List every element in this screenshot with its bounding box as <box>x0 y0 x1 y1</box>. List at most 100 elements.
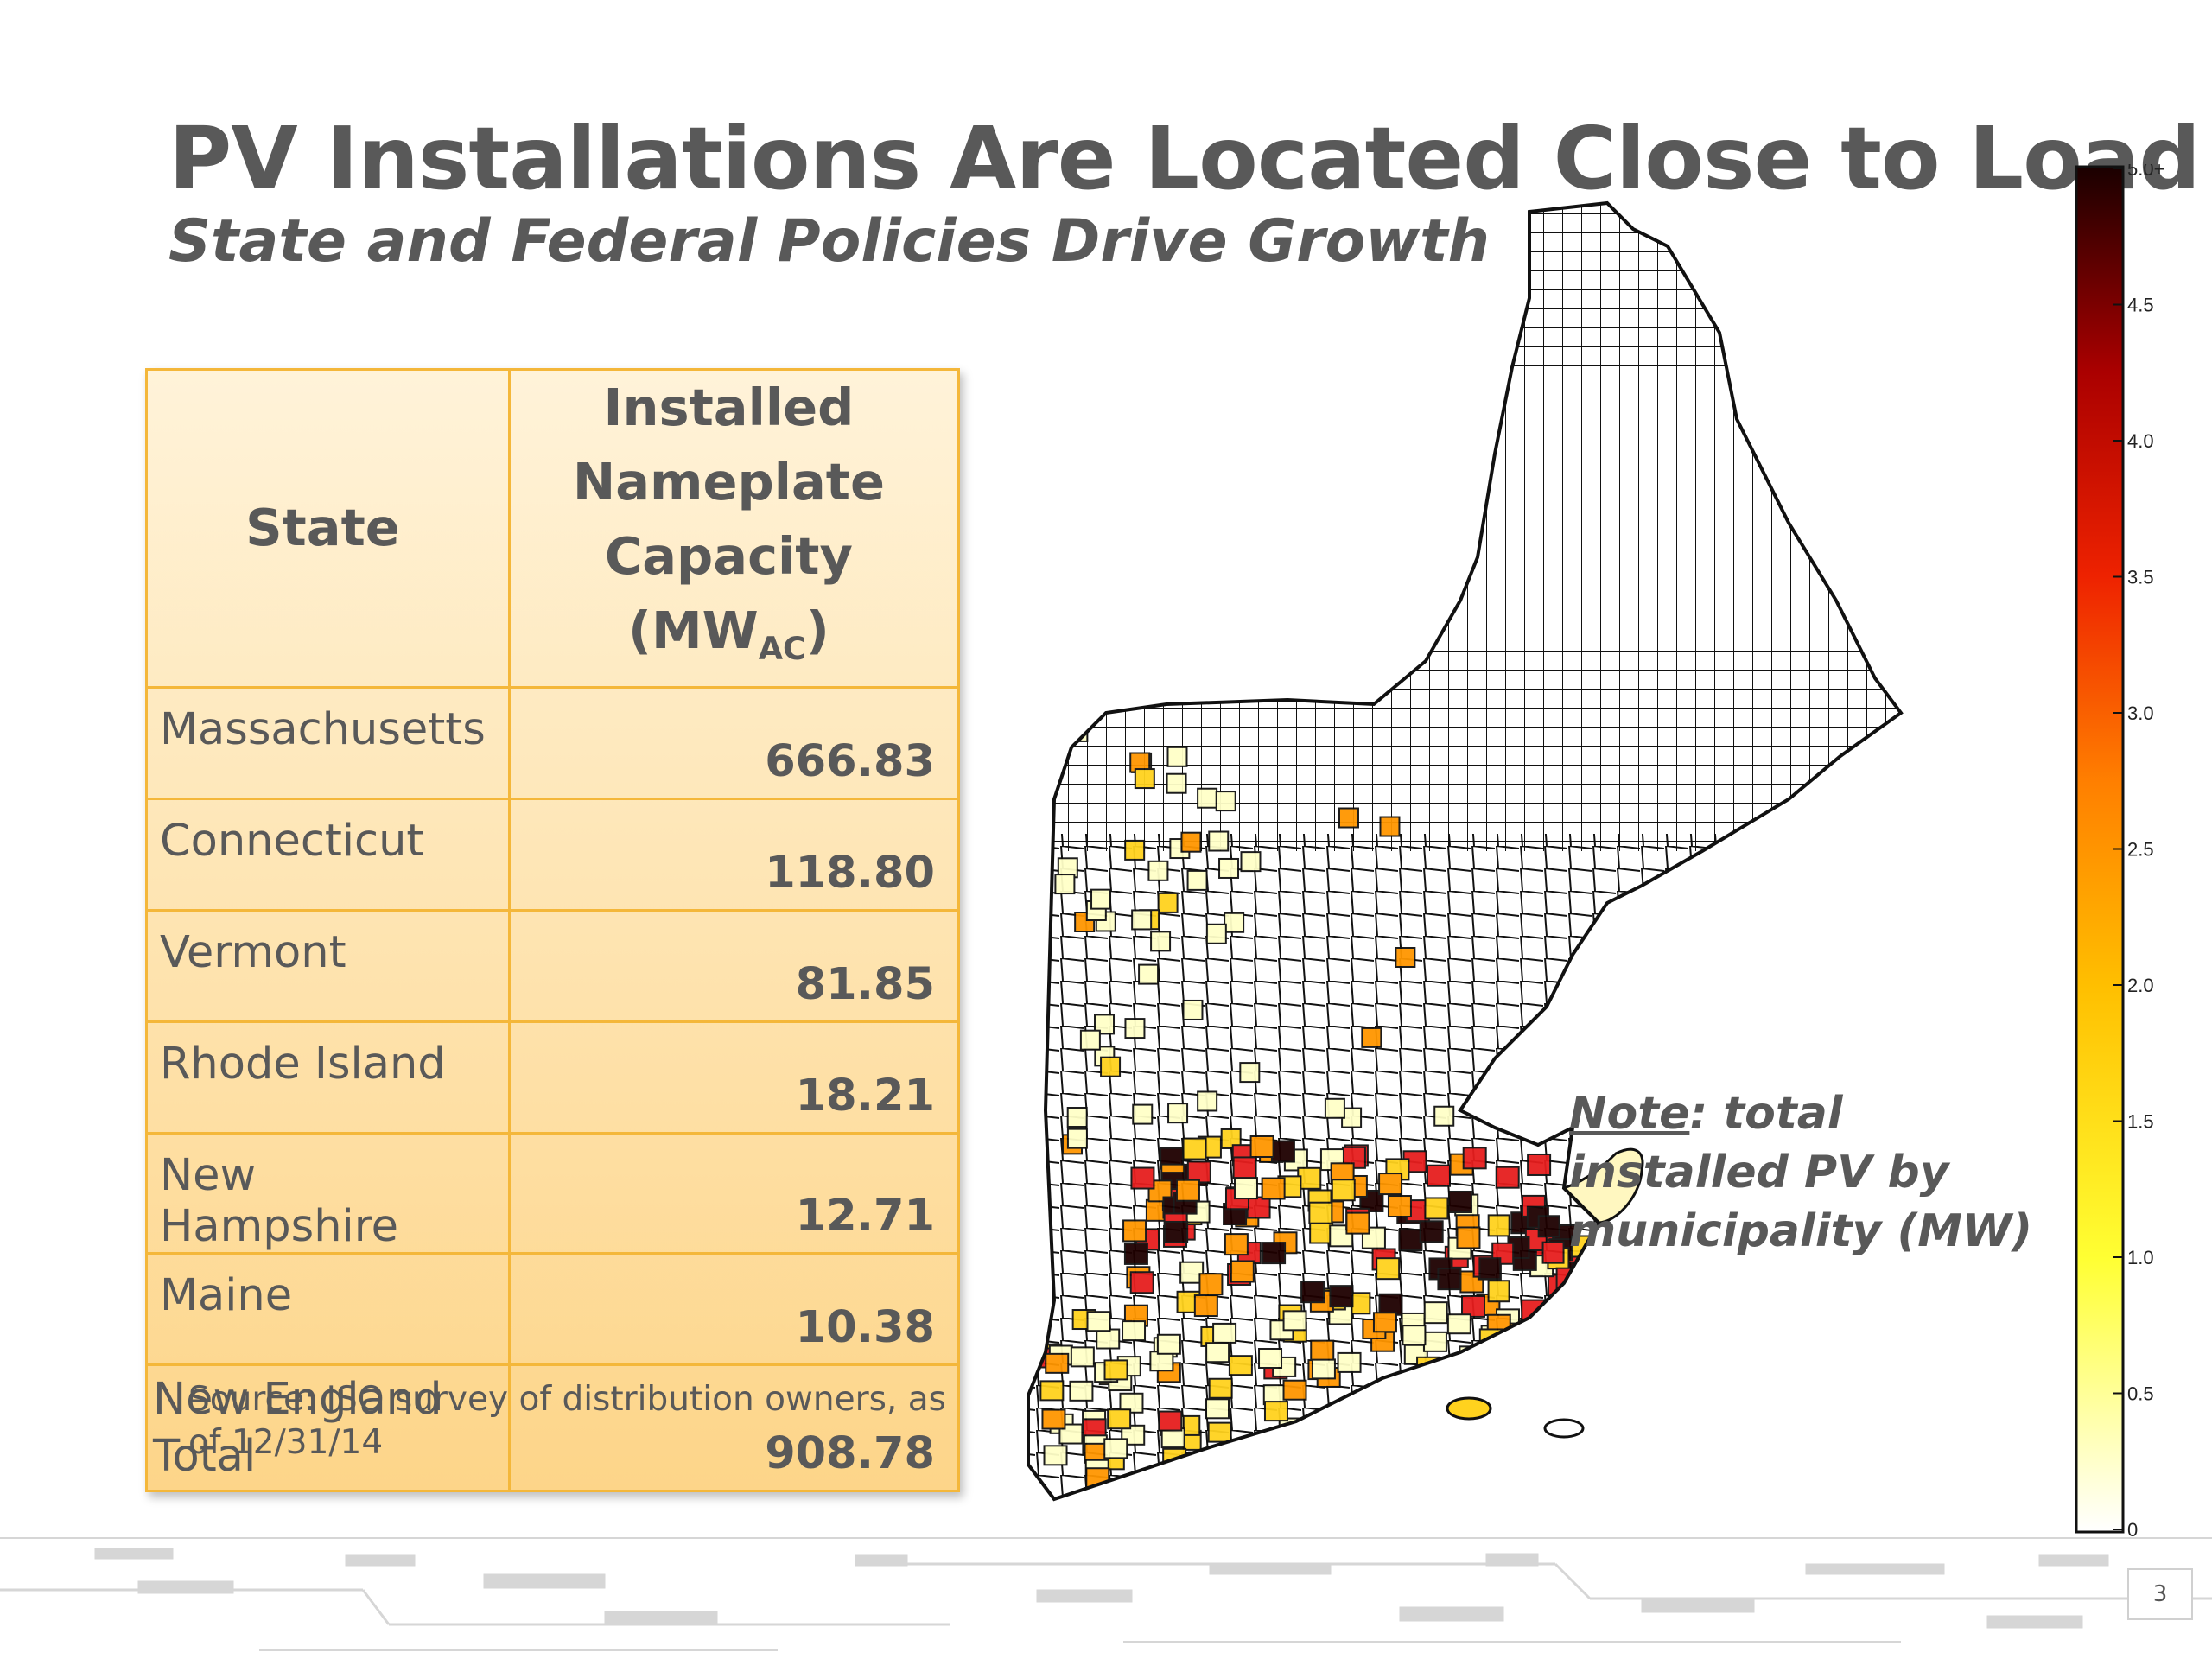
table-total-row: New England Total 908.78 <box>145 1363 961 1492</box>
municipality-cell <box>1347 1470 1372 1491</box>
color-scale-tick-label: 1.5 <box>2127 1111 2154 1133</box>
capacity-value: 81.85 <box>507 908 961 1023</box>
municipality-cell <box>1514 1390 1539 1412</box>
state-name: Maine <box>145 1251 511 1366</box>
municipality-cell <box>1090 888 1112 910</box>
municipality-cell <box>1224 912 1245 933</box>
table-row: Vermont 81.85 <box>145 908 961 1023</box>
municipality-cell <box>1130 1166 1155 1190</box>
municipality-cell <box>1186 869 1208 891</box>
municipality-cell <box>1261 1177 1286 1200</box>
municipality-cell <box>1233 1177 1258 1200</box>
municipality-cell <box>1103 1438 1128 1459</box>
municipality-cell <box>1361 1226 1386 1249</box>
municipality-cell <box>1193 1294 1218 1318</box>
color-scale-tick-label: 4.5 <box>2127 295 2154 316</box>
municipality-cell <box>1131 909 1153 931</box>
municipality-cell <box>1395 946 1416 968</box>
new-england-pv-map <box>1027 201 1903 1501</box>
municipality-cell <box>1266 1433 1291 1455</box>
municipality-cell <box>1054 874 1076 895</box>
table-row: New Hampshire 12.71 <box>145 1131 961 1255</box>
municipality-cell <box>1516 1327 1540 1351</box>
note-line: installed PV by <box>1569 1147 1949 1198</box>
municipality-cell <box>1442 1472 1467 1494</box>
municipality-color-fills <box>1037 721 1601 1499</box>
state-name: Vermont <box>145 908 511 1023</box>
municipality-cell <box>1230 1260 1255 1283</box>
municipality-cell <box>1069 1380 1094 1402</box>
table-row: Maine 10.38 <box>145 1251 961 1366</box>
municipality-cell <box>1338 807 1359 829</box>
municipality-cell <box>1556 1325 1580 1348</box>
municipality-cell <box>1456 1226 1481 1249</box>
capacity-value: 18.21 <box>507 1020 961 1135</box>
municipality-cell <box>1167 1103 1189 1124</box>
municipality-cell <box>1258 1468 1283 1490</box>
municipality-cell <box>1067 721 1089 742</box>
municipality-cell <box>1339 1452 1364 1473</box>
table-row: Connecticut 118.80 <box>145 797 961 912</box>
municipality-cell <box>1070 1346 1095 1368</box>
municipality-cell <box>1179 1261 1205 1284</box>
municipality-cell <box>1426 1440 1451 1462</box>
municipality-cell <box>1119 1392 1144 1414</box>
municipality-cell <box>1407 1393 1432 1414</box>
marthas-vineyard <box>1446 1396 1492 1421</box>
municipality-cell <box>1402 1408 1427 1430</box>
municipality-cell <box>1417 1431 1442 1452</box>
state-name: Rhode Island <box>145 1020 511 1135</box>
color-scale-tick-label: 2.5 <box>2127 839 2154 861</box>
total-value: 908.78 <box>507 1363 961 1492</box>
municipality-cell <box>1100 1056 1122 1077</box>
municipality-cell <box>1239 1062 1261 1084</box>
municipality-cell <box>1045 1352 1070 1374</box>
municipality-cell <box>1301 1461 1326 1483</box>
map-note: Note: total installed PV by municipality… <box>1569 1084 2032 1261</box>
header-capacity-line: Installed <box>603 378 855 437</box>
capacity-value: 10.38 <box>507 1251 961 1366</box>
municipality-cell <box>1324 1097 1345 1119</box>
slide-subtitle: State and Federal Policies Drive Growth <box>168 207 1491 276</box>
municipality-cell <box>1263 1401 1288 1422</box>
municipality-cell <box>1353 1397 1378 1419</box>
capacity-value: 118.80 <box>507 797 961 912</box>
municipality-cell <box>1422 1331 1447 1352</box>
state-name: New Hampshire <box>145 1131 511 1255</box>
municipality-cell <box>1461 1294 1486 1318</box>
municipality-cell <box>1224 1233 1249 1256</box>
municipality-cell <box>1368 1410 1393 1432</box>
color-scale-tick-label: 4.0 <box>2127 430 2154 452</box>
municipality-cell <box>1578 1276 1601 1300</box>
municipality-cell <box>1329 1285 1354 1308</box>
municipality-cell <box>1437 1268 1462 1291</box>
municipality-cell <box>1086 1311 1111 1332</box>
note-line: : total <box>1689 1088 1843 1140</box>
municipality-cell <box>1164 1220 1189 1243</box>
color-scale-tick-label: 0.5 <box>2127 1383 2154 1405</box>
state-name: Massachusetts <box>145 685 511 800</box>
municipality-cell <box>1218 857 1240 879</box>
municipality-cell <box>1205 1398 1230 1420</box>
municipality-cell <box>1402 1325 1427 1346</box>
municipality-cell <box>1300 1281 1325 1304</box>
slide-title: PV Installations Are Located Close to Lo… <box>168 108 2201 209</box>
municipality-cell <box>1147 860 1169 881</box>
municipality-cell <box>1514 1333 1537 1357</box>
municipality-cell <box>1378 1173 1403 1196</box>
municipality-cell <box>1282 1379 1307 1401</box>
color-scale-tick-label: 1.0 <box>2127 1247 2154 1268</box>
color-scale-tick-label: 3.5 <box>2127 567 2154 588</box>
municipality-cell <box>1361 1027 1382 1048</box>
header-capacity: Installed Nameplate Capacity (MWAC) <box>507 368 961 689</box>
municipality-cell <box>1166 746 1188 767</box>
municipality-cell <box>1263 1471 1288 1492</box>
municipality-cell <box>1502 1351 1525 1374</box>
municipality-cell <box>1511 1353 1536 1375</box>
total-label-line: New England <box>153 1373 442 1425</box>
municipality-cell <box>1197 787 1218 809</box>
municipality-cell <box>1041 1408 1066 1430</box>
municipality-cell <box>1182 1137 1207 1160</box>
municipality-cell <box>1186 1160 1211 1184</box>
municipality-cell <box>1079 1029 1101 1051</box>
